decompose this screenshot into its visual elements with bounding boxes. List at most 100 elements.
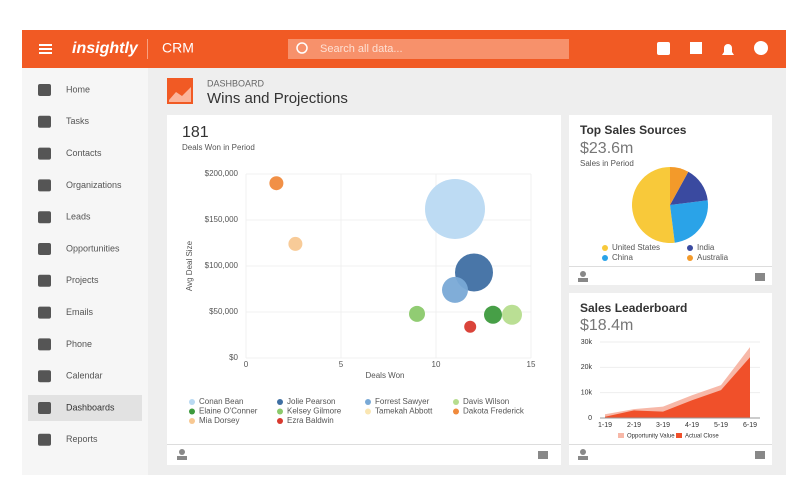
x-tick-label: 2-19 — [627, 422, 641, 429]
nav-item[interactable]: Leads — [66, 212, 91, 222]
bubble — [409, 305, 425, 322]
nav-item[interactable]: Dashboards — [66, 402, 115, 412]
pie-slice — [632, 167, 675, 243]
nav-icon[interactable] — [38, 147, 51, 160]
profile-icon[interactable] — [754, 41, 768, 55]
page-title: Wins and Projections — [207, 90, 348, 107]
y-axis-label: Avg Deal Size — [185, 240, 194, 291]
legend-swatch — [687, 245, 693, 251]
bubble — [269, 176, 284, 191]
x-tick-label: 4-19 — [685, 422, 699, 429]
nav-icon[interactable] — [38, 115, 51, 128]
legend-label[interactable]: Tamekah Abbott — [375, 407, 433, 416]
legend-label[interactable]: Kelsey Gilmore — [287, 407, 342, 416]
card-footers — [167, 266, 772, 445]
bubble — [288, 236, 303, 251]
legend-label[interactable]: Actual Close — [685, 434, 719, 440]
search-box[interactable] — [288, 39, 569, 59]
legend-swatch — [676, 433, 682, 438]
legend-label[interactable]: China — [612, 253, 633, 262]
nav-icon[interactable] — [38, 370, 51, 383]
nav-icon[interactable] — [38, 211, 51, 224]
divider — [147, 39, 148, 59]
legend-label[interactable]: Elaine O'Conner — [199, 407, 258, 416]
nav-icon[interactable] — [38, 433, 51, 446]
legend-swatch — [189, 418, 195, 424]
bell-icon[interactable] — [722, 44, 734, 55]
bubble — [502, 304, 522, 325]
legend-swatch — [277, 399, 283, 405]
nav-item[interactable]: Tasks — [66, 116, 90, 126]
card — [167, 115, 561, 465]
apps-icon[interactable] — [690, 42, 702, 54]
bubble — [484, 305, 502, 324]
x-tick-label: 15 — [527, 360, 536, 369]
nav-item[interactable]: Phone — [66, 339, 92, 349]
pie-slice — [670, 200, 708, 243]
pie-subtitle: Sales in Period — [580, 159, 634, 168]
nav-icon[interactable] — [38, 338, 51, 351]
logo[interactable]: insightly — [72, 40, 139, 57]
nav-item[interactable]: Home — [66, 84, 90, 94]
area-title: Sales Leaderboard — [580, 301, 687, 315]
nav-icon[interactable] — [38, 243, 51, 255]
legend-label[interactable]: United States — [612, 243, 660, 252]
y-tick-label: $100,000 — [205, 261, 239, 270]
nav-icon[interactable] — [38, 84, 51, 96]
x-tick-label: 6-19 — [743, 422, 757, 429]
add-icon[interactable] — [657, 42, 670, 55]
nav-item[interactable]: Organizations — [66, 180, 122, 190]
legend-label[interactable]: Forrest Sawyer — [375, 397, 430, 406]
legend-swatch — [453, 408, 459, 415]
nav-icon[interactable] — [38, 274, 51, 287]
y-tick-label: 10k — [581, 390, 593, 397]
legend-label[interactable]: Opportunity Value — [627, 434, 675, 440]
bubble — [425, 178, 485, 239]
x-tick-label: 5 — [339, 360, 344, 369]
nav-icon[interactable] — [38, 306, 51, 319]
legend-label[interactable]: Mia Dorsey — [199, 416, 239, 425]
menu-icon[interactable] — [39, 44, 52, 54]
nav-item[interactable]: Opportunities — [66, 243, 120, 253]
section-label: DASHBOARD — [207, 78, 265, 88]
x-tick-label: 10 — [432, 360, 441, 369]
y-tick-label: $0 — [229, 353, 238, 362]
x-axis-label: Deals Won — [366, 371, 405, 380]
nav-icon[interactable] — [38, 179, 51, 192]
bubble — [442, 276, 468, 303]
legend-swatch — [365, 408, 371, 415]
legend-label[interactable]: Ezra Baldwin — [287, 416, 334, 425]
legend-swatch — [189, 408, 195, 415]
legend-swatch — [687, 255, 693, 261]
footer-icons[interactable] — [177, 271, 765, 460]
legend-label[interactable]: Conan Bean — [199, 397, 243, 406]
legend-swatch — [189, 399, 195, 405]
nav-item[interactable]: Emails — [66, 307, 94, 317]
app-name: CRM — [162, 40, 194, 56]
dashboard-icon-graph — [169, 87, 191, 102]
legend-swatch — [365, 399, 371, 405]
legend-label[interactable]: Davis Wilson — [463, 397, 509, 406]
legend-swatch — [602, 245, 608, 251]
x-tick-label: 0 — [244, 360, 249, 369]
legend-label[interactable]: Australia — [697, 253, 729, 262]
pie-slice — [670, 171, 708, 205]
legend-label[interactable]: Jolie Pearson — [287, 397, 335, 406]
bubble-subtitle: Deals Won in Period — [182, 143, 255, 152]
nav-item[interactable]: Contacts — [66, 148, 102, 158]
nav-item[interactable]: Reports — [66, 434, 98, 444]
nav-icon[interactable] — [38, 402, 51, 414]
nav-item[interactable]: Projects — [66, 275, 99, 285]
search-placeholder: Search all data... — [320, 43, 403, 55]
y-tick-label: $150,000 — [205, 215, 239, 224]
legend-label[interactable]: Dakota Frederick — [463, 407, 525, 416]
area — [605, 357, 750, 418]
legend-swatch — [618, 433, 624, 438]
x-tick-label: 3-19 — [656, 422, 670, 429]
legend-swatch — [277, 408, 283, 415]
nav-item[interactable]: Calendar — [66, 371, 103, 381]
legend-label[interactable]: India — [697, 243, 715, 252]
y-tick-label: $200,000 — [205, 169, 239, 178]
